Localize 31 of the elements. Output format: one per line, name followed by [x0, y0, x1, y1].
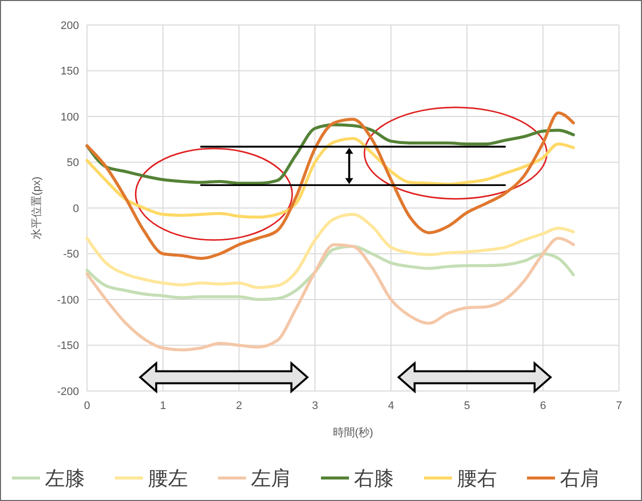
- x-tick-label: 4: [388, 400, 394, 412]
- x-tick-label: 7: [616, 400, 622, 412]
- y-tick-label: -150: [56, 340, 79, 352]
- x-tick-label: 0: [84, 400, 90, 412]
- line-series: [86, 236, 575, 352]
- x-tick-label: 5: [464, 400, 470, 412]
- y-axis-title: 水平位置(px): [30, 176, 43, 240]
- x-axis-title: 時間(秒): [332, 426, 374, 439]
- line-series: [86, 136, 575, 219]
- y-tick-label: -50: [63, 248, 79, 261]
- line-series: [86, 111, 575, 260]
- x-tick-label: 6: [540, 400, 546, 412]
- line-series: [86, 244, 575, 301]
- y-tick-label: -100: [56, 294, 79, 306]
- y-tick-label: 150: [60, 66, 79, 78]
- x-tick-label: 1: [160, 400, 166, 412]
- y-tick-label: 200: [60, 20, 79, 32]
- legend-label: 右肩: [560, 468, 600, 490]
- legend-label: 左膝: [45, 468, 85, 490]
- line-series: [86, 123, 575, 185]
- y-tick-label: 100: [60, 111, 79, 124]
- y-tick-label: 50: [66, 157, 79, 170]
- legend-label: 腰右: [457, 468, 497, 490]
- legend-label: 右膝: [354, 468, 394, 490]
- y-tick-label: 0: [72, 202, 79, 215]
- legend-label: 左肩: [251, 468, 291, 490]
- legend-label: 腰左: [148, 468, 188, 490]
- y-tick-label: -200: [56, 386, 79, 398]
- x-tick-label: 2: [236, 400, 242, 412]
- x-tick-label: 3: [312, 400, 318, 412]
- line-series: [86, 212, 575, 290]
